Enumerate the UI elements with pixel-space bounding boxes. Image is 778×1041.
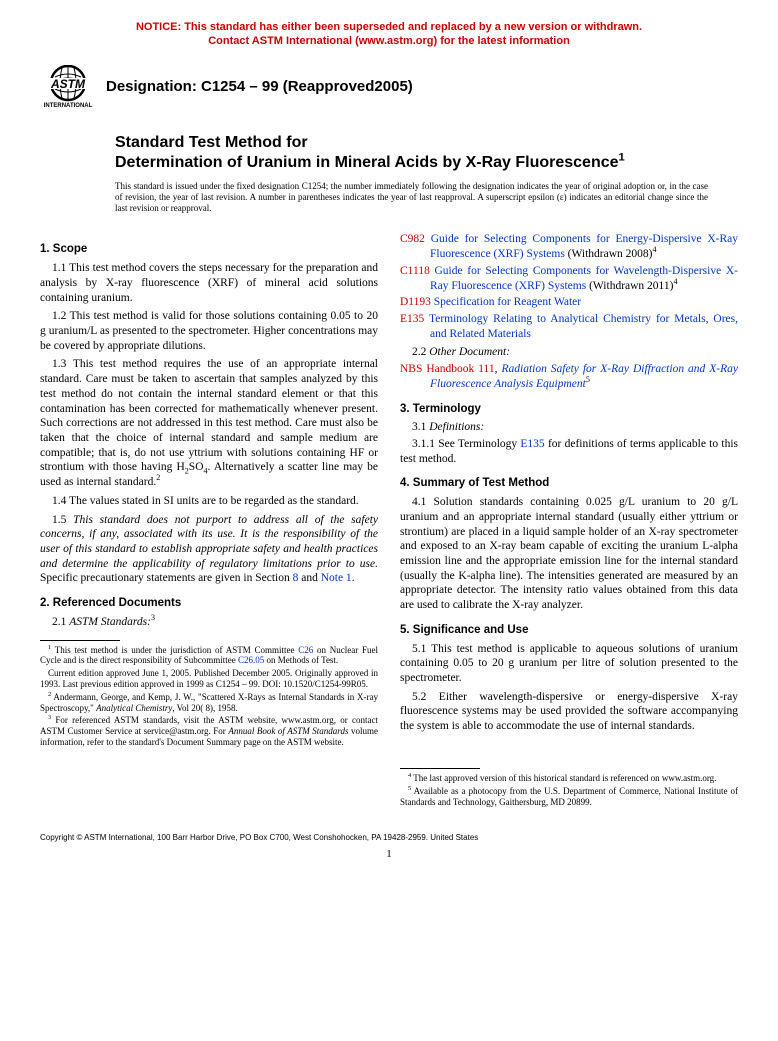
footnote-3: 3 For referenced ASTM standards, visit t… (40, 715, 378, 747)
page-number: 1 (40, 848, 738, 860)
p15a: 1.5 (52, 514, 73, 526)
title-prefix: Standard Test Method for (115, 133, 738, 153)
right-column: C982 Guide for Selecting Components for … (400, 232, 738, 809)
p15d: . (352, 572, 355, 584)
s21-sup: 3 (151, 613, 155, 622)
logo-subtext: INTERNATIONAL (44, 103, 93, 109)
link-c2605[interactable]: C26.05 (238, 655, 264, 665)
p15b: Specific precautionary statements are gi… (40, 572, 293, 584)
footnote-2: 2 Andermann, George, and Kemp, J. W., "S… (40, 692, 378, 714)
nbs-sup: 5 (586, 375, 590, 384)
para-1-3: 1.3 This test method requires the use of… (40, 357, 378, 489)
title-main-text: Determination of Uranium in Mineral Acid… (115, 154, 619, 171)
s31-italic: Definitions: (429, 421, 484, 433)
fn4: The last approved version of this histor… (411, 773, 716, 783)
section-4-head: 4. Summary of Test Method (400, 476, 738, 491)
section-2-head: 2. Referenced Documents (40, 596, 378, 611)
s22-italic: Other Document: (429, 346, 510, 358)
para-5-1: 5.1 This test method is applicable to aq… (400, 642, 738, 686)
c982-sup: 4 (652, 245, 656, 254)
para-1-4: 1.4 The values stated in SI units are to… (40, 494, 378, 509)
issuance-note: This standard is issued under the fixed … (115, 181, 738, 215)
footnote-1: 1 This test method is under the jurisdic… (40, 645, 378, 667)
astm-logo: ASTM INTERNATIONAL (40, 59, 96, 115)
footnote-separator-left (40, 640, 120, 641)
ref-d1193: D1193 Specification for Reagent Water (400, 295, 738, 310)
fn3-italic: Annual Book of ASTM Standards (228, 726, 348, 736)
footnote-5: 5 Available as a photocopy from the U.S.… (400, 786, 738, 808)
s21-num: 2.1 (52, 616, 69, 628)
p15-italic: This standard does not purport to addres… (40, 514, 378, 570)
para-5-2: 5.2 Either wavelength-dispersive or ener… (400, 690, 738, 734)
p15c: and (298, 572, 320, 584)
c1118-wd: (Withdrawn 2011) (586, 280, 673, 292)
two-column-body: 1. Scope 1.1 This test method covers the… (40, 232, 738, 809)
fn1a: This test method is under the jurisdicti… (51, 645, 298, 655)
ref-c982: C982 Guide for Selecting Components for … (400, 232, 738, 261)
footnote-1-p2: Current edition approved June 1, 2005. P… (40, 668, 378, 690)
c1118-sup: 4 (673, 277, 677, 286)
subhead-2-1: 2.1 ASTM Standards:3 (40, 615, 378, 630)
title-main: Determination of Uranium in Mineral Acid… (115, 153, 738, 173)
link-nbs[interactable]: NBS Handbook 111 (400, 363, 495, 375)
section-3-head: 3. Terminology (400, 402, 738, 417)
para-1-5: 1.5 This standard does not purport to ad… (40, 513, 378, 587)
link-e135[interactable]: E135 (400, 313, 424, 325)
notice-line1: NOTICE: This standard has either been su… (136, 21, 642, 33)
link-c1118[interactable]: C1118 (400, 265, 430, 277)
link-e135-body[interactable]: E135 (520, 438, 544, 450)
p311a: 3.1.1 See Terminology (412, 438, 520, 450)
s31-num: 3.1 (412, 421, 429, 433)
designation-text: Designation: C1254 – 99 (Reapproved2005) (106, 78, 413, 95)
footnote-4: 4 The last approved version of this hist… (400, 773, 738, 784)
subhead-3-1: 3.1 Definitions: (400, 420, 738, 435)
link-c982[interactable]: C982 (400, 233, 425, 245)
footnote-separator-right (400, 768, 480, 769)
e135-title[interactable]: Terminology Relating to Analytical Chemi… (424, 313, 738, 340)
title-sup: 1 (619, 151, 625, 163)
c982-wd: (Withdrawn 2008) (565, 248, 653, 260)
so4: SO (189, 461, 204, 473)
link-d1193[interactable]: D1193 (400, 296, 431, 308)
fn1c: on Methods of Test. (264, 655, 338, 665)
c1118-title[interactable]: Guide for Selecting Components for Wavel… (430, 265, 738, 292)
ref-e135: E135 Terminology Relating to Analytical … (400, 312, 738, 341)
left-column: 1. Scope 1.1 This test method covers the… (40, 232, 378, 809)
para-1-1: 1.1 This test method covers the steps ne… (40, 261, 378, 305)
document-page: NOTICE: This standard has either been su… (0, 0, 778, 880)
fn5: Available as a photocopy from the U.S. D… (400, 786, 738, 807)
header-row: ASTM INTERNATIONAL Designation: C1254 – … (40, 59, 738, 115)
notice-line2: Contact ASTM International (www.astm.org… (208, 35, 570, 47)
title-block: Standard Test Method for Determination o… (115, 133, 738, 173)
para-1-3a: 1.3 This test method requires the use of… (40, 358, 378, 473)
para-3-1-1: 3.1.1 See Terminology E135 for definitio… (400, 437, 738, 466)
subhead-2-2: 2.2 Other Document: (400, 345, 738, 360)
sup-1-3: 2 (156, 473, 160, 482)
para-1-2: 1.2 This test method is valid for those … (40, 309, 378, 353)
link-note-1[interactable]: Note 1 (321, 572, 352, 584)
copyright-line: Copyright © ASTM International, 100 Barr… (40, 833, 738, 842)
ref-c1118: C1118 Guide for Selecting Components for… (400, 264, 738, 293)
para-4-1: 4.1 Solution standards containing 0.025 … (400, 495, 738, 613)
link-c26[interactable]: C26 (298, 645, 313, 655)
ref-nbs: NBS Handbook 111, Radiation Safety for X… (400, 362, 738, 391)
s21-italic: ASTM Standards: (69, 616, 151, 628)
fn2b: , Vol 20( 8), 1958. (172, 703, 237, 713)
fn2-italic: Analytical Chemistry (96, 703, 172, 713)
notice-banner: NOTICE: This standard has either been su… (40, 20, 738, 49)
d1193-title[interactable]: Specification for Reagent Water (431, 296, 581, 308)
section-5-head: 5. Significance and Use (400, 623, 738, 638)
section-1-head: 1. Scope (40, 242, 378, 257)
s22-num: 2.2 (412, 346, 429, 358)
svg-text:ASTM: ASTM (50, 77, 86, 91)
